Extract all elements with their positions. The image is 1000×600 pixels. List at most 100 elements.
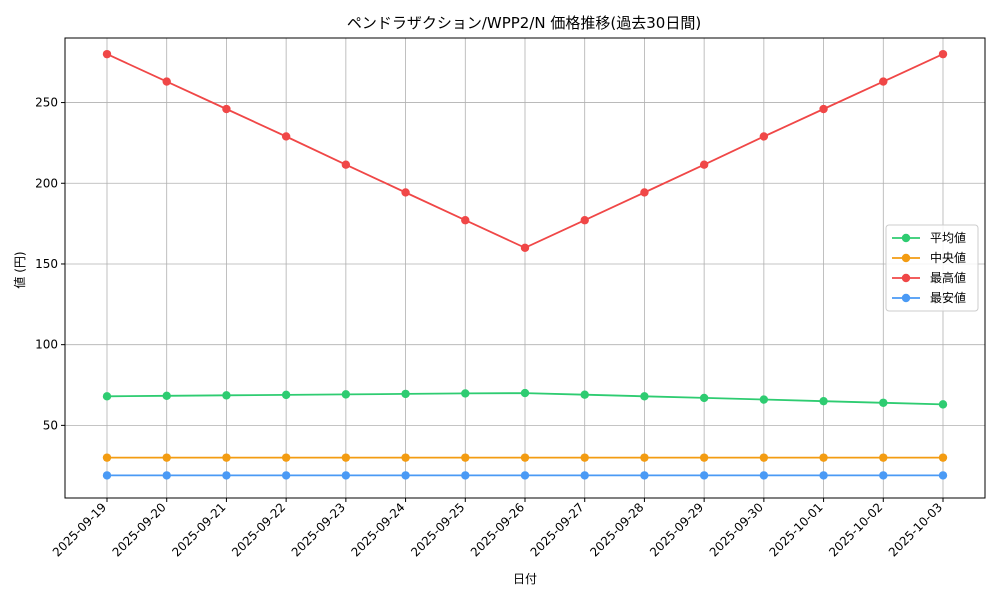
data-point [580, 471, 589, 480]
x-tick-label: 2025-10-03 [886, 500, 945, 559]
legend-label: 最高値 [930, 270, 966, 285]
data-point [341, 390, 351, 399]
data-point [640, 471, 649, 480]
x-axis: 2025-09-19 2025-09-20 2025-09-21 2025-09-22… [50, 498, 945, 559]
data-point [759, 471, 769, 480]
x-tick-label: 2025-09-28 [587, 500, 646, 559]
data-point [699, 393, 709, 403]
data-point [222, 453, 231, 462]
data-point [759, 395, 769, 404]
series-group [102, 49, 948, 480]
data-point [162, 453, 171, 462]
data-point [461, 216, 470, 225]
chart-title: ペンドラザクション/WPP2/N 価格推移(過去30日間) [347, 14, 701, 32]
data-point [699, 160, 709, 169]
legend-item: 最高値 [892, 270, 966, 285]
data-point [520, 388, 530, 398]
data-point [759, 453, 769, 462]
data-point [879, 398, 888, 407]
data-point [699, 453, 709, 462]
x-tick-label: 2025-09-20 [110, 500, 169, 559]
data-point [819, 396, 828, 406]
data-point [640, 188, 649, 197]
data-point [879, 77, 888, 86]
data-point [341, 453, 351, 462]
x-tick-label: 2025-10-01 [766, 500, 825, 559]
data-point [938, 49, 948, 59]
data-point [341, 160, 351, 169]
data-point [819, 453, 828, 462]
data-point [819, 471, 828, 480]
y-tick-label: 100 [35, 338, 58, 352]
data-point [102, 392, 112, 401]
series-最高値 [102, 49, 948, 253]
x-tick-label: 2025-09-29 [647, 500, 706, 559]
data-point [162, 77, 171, 86]
data-point [580, 216, 589, 225]
data-point [520, 453, 530, 462]
legend-marker [901, 253, 911, 263]
data-point [162, 471, 171, 480]
series-最安値 [102, 471, 948, 480]
data-point [222, 391, 231, 400]
series-中央値 [102, 453, 948, 462]
x-tick-label: 2025-09-25 [408, 500, 467, 559]
data-point [401, 389, 410, 399]
legend-box [885, 224, 979, 312]
data-point [699, 471, 709, 480]
x-tick-label: 2025-09-22 [229, 500, 288, 559]
data-point [401, 453, 410, 462]
legend-marker [901, 273, 911, 283]
legend-marker [901, 233, 911, 243]
legend-item: 平均値 [892, 230, 966, 245]
data-point [461, 453, 470, 462]
y-tick-label: 150 [35, 257, 58, 271]
x-tick-label: 2025-09-24 [348, 500, 407, 559]
data-point [938, 453, 948, 462]
x-axis-label: 日付 [513, 572, 537, 586]
data-point [879, 453, 888, 462]
data-point [401, 471, 410, 480]
data-point [759, 132, 769, 141]
data-point [461, 471, 470, 480]
y-tick-label: 250 [35, 96, 58, 110]
data-point [281, 390, 291, 400]
x-tick-label: 2025-09-21 [169, 500, 228, 559]
y-axis-label: 値 (円) [12, 251, 27, 288]
data-point [520, 243, 530, 253]
legend-item: 最安値 [892, 290, 966, 305]
series-平均値 [102, 388, 948, 409]
grid [65, 38, 985, 498]
data-point [461, 389, 470, 398]
data-point [102, 49, 112, 59]
data-point [281, 132, 291, 141]
data-point [580, 453, 589, 462]
legend-label: 平均値 [930, 230, 966, 245]
x-tick-label: 2025-09-26 [468, 500, 527, 559]
data-point [401, 188, 410, 197]
legend-marker [901, 293, 911, 303]
y-tick-label: 200 [35, 176, 58, 190]
data-point [281, 471, 291, 480]
x-tick-label: 2025-09-23 [289, 500, 348, 559]
data-point [938, 471, 948, 480]
data-point [102, 471, 112, 480]
legend-label: 中央値 [930, 250, 966, 265]
x-tick-label: 2025-09-27 [528, 500, 587, 559]
y-tick-label: 50 [43, 418, 58, 432]
data-point [281, 453, 291, 462]
y-axis: 50 100 150 200 250 [35, 96, 65, 432]
x-tick-label: 2025-10-02 [826, 500, 885, 559]
data-point [162, 391, 171, 401]
data-point [341, 471, 351, 480]
x-tick-label: 2025-09-19 [50, 500, 109, 559]
data-point [640, 453, 649, 462]
data-point [222, 471, 231, 480]
data-point [580, 390, 589, 399]
data-point [879, 471, 888, 480]
legend-label: 最安値 [930, 290, 966, 305]
data-point [819, 104, 828, 114]
data-point [938, 400, 948, 409]
